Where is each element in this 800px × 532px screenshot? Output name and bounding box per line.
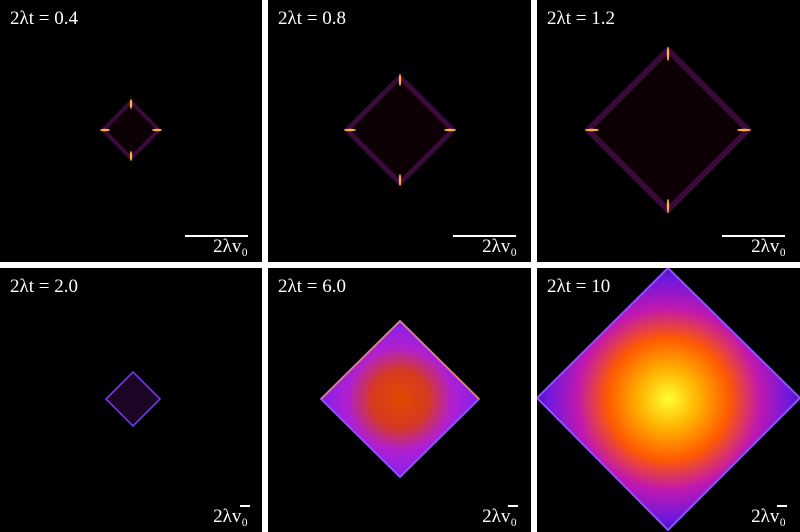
diamond [104, 370, 162, 428]
panel: 2λt = 0.8 2λv₀ [268, 0, 531, 262]
scale-label: 2λv₀ [751, 236, 786, 257]
scale-label: 2λv₀ [751, 506, 786, 527]
diamond [319, 319, 481, 479]
plot [583, 45, 785, 237]
plot [104, 370, 250, 507]
panel: 2λt = 1.2 2λv₀ [537, 0, 800, 262]
panel: 2λt = 10 2λv₀ [537, 268, 800, 532]
tips [100, 99, 162, 161]
edge-highlight [320, 319, 480, 400]
panel: 2λt = 0.4 2λv₀ [0, 0, 262, 262]
diamond [537, 268, 800, 532]
panel-label: 2λt = 2.0 [10, 276, 78, 297]
diamond [343, 73, 457, 187]
panel-label: 2λt = 1.2 [547, 8, 615, 29]
plot [100, 99, 248, 237]
panel: 2λt = 6.0 2λv₀ [268, 268, 531, 532]
panel: 2λt = 2.0 2λv₀ [0, 268, 262, 532]
scale-label: 2λv₀ [482, 236, 517, 257]
scale-label: 2λv₀ [213, 236, 248, 257]
panel-label: 2λt = 0.4 [10, 8, 78, 29]
panel-label: 2λt = 0.8 [278, 8, 346, 29]
scale-label: 2λv₀ [213, 506, 248, 527]
plot [343, 73, 516, 237]
panel-label: 2λt = 6.0 [278, 276, 346, 297]
tips [585, 47, 751, 213]
plot [537, 268, 800, 532]
tips [344, 74, 456, 186]
panel-label: 2λt = 10 [547, 276, 611, 297]
scale-label: 2λv₀ [482, 506, 517, 527]
diamond [100, 99, 162, 161]
diamond [583, 45, 753, 215]
plot [319, 319, 518, 507]
